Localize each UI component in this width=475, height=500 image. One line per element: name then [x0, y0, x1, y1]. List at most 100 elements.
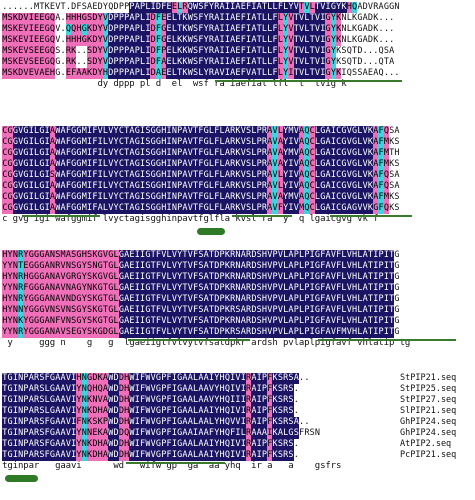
- residue: Y: [81, 294, 88, 305]
- residue: N: [81, 450, 88, 461]
- residue: E: [39, 13, 45, 24]
- residue: G: [12, 181, 19, 192]
- residue: S: [245, 170, 252, 181]
- residue: T: [367, 283, 374, 294]
- residue: V: [277, 305, 284, 316]
- residue: S: [245, 148, 252, 159]
- residue: .: [65, 2, 71, 12]
- residue: C: [2, 137, 8, 148]
- residue: S: [341, 46, 347, 56]
- residue: H: [65, 35, 72, 46]
- consensus-residue: a: [214, 338, 220, 348]
- residue: A: [60, 395, 66, 406]
- sequence-name: AtPIP2.seq: [400, 439, 452, 449]
- residue: H: [123, 395, 130, 406]
- residue: G: [145, 294, 151, 305]
- residue: A: [28, 417, 35, 428]
- residue: V: [161, 261, 167, 272]
- residue: A: [182, 126, 188, 137]
- residue: A: [203, 395, 209, 406]
- residue: P: [378, 316, 384, 327]
- residue: F: [198, 24, 204, 35]
- residue: F: [378, 148, 384, 159]
- residue: G: [150, 203, 156, 214]
- residue: F: [139, 384, 146, 395]
- residue: G: [394, 327, 400, 337]
- residue: A: [60, 406, 66, 417]
- residue: S: [81, 2, 87, 12]
- residue: A: [298, 137, 305, 148]
- residue: A: [325, 203, 331, 214]
- residue: W: [192, 2, 199, 13]
- residue: A: [129, 148, 135, 159]
- residue: Q: [304, 148, 310, 159]
- residue: A: [394, 126, 400, 136]
- residue: D: [367, 13, 374, 23]
- residue: A: [214, 35, 220, 46]
- residue: L: [282, 327, 289, 338]
- residue: A: [182, 170, 188, 181]
- residue: A: [123, 316, 130, 327]
- residue: G: [65, 272, 72, 283]
- residue: L: [277, 68, 284, 79]
- residue: P: [293, 261, 300, 272]
- residue: T: [309, 57, 315, 68]
- residue: A: [55, 428, 61, 439]
- residue: W: [108, 439, 114, 450]
- residue: Y: [203, 24, 209, 35]
- residue: T: [150, 250, 156, 261]
- residue: I: [229, 384, 236, 395]
- residue: V: [346, 148, 353, 159]
- residue: .: [389, 24, 395, 34]
- residue: F: [65, 126, 72, 137]
- residue: .: [299, 373, 305, 383]
- residue: F: [192, 272, 199, 283]
- residue: S: [245, 192, 252, 203]
- residue: I: [171, 428, 178, 439]
- residue: E: [166, 68, 172, 79]
- sequence-name: SlPIP21.seq: [400, 406, 457, 416]
- consensus-residue: t: [378, 338, 384, 348]
- residue: A: [362, 283, 368, 294]
- residue: T: [367, 250, 374, 261]
- consensus-residue: r: [330, 461, 337, 471]
- residue: K: [12, 68, 19, 79]
- residue: T: [102, 305, 109, 316]
- residue: N: [81, 406, 88, 417]
- residue: H: [2, 250, 8, 261]
- residue: P: [261, 395, 268, 406]
- residue: M: [60, 250, 66, 261]
- residue: G: [394, 250, 400, 260]
- residue: I: [44, 126, 50, 137]
- residue: V: [229, 417, 236, 428]
- residue: F: [214, 170, 220, 181]
- residue: G: [325, 46, 331, 57]
- consensus-residue: d: [224, 338, 231, 348]
- residue: I: [44, 170, 50, 181]
- consensus-residue: i: [229, 79, 236, 89]
- residue: Y: [7, 261, 13, 272]
- residue: A: [28, 450, 35, 461]
- residue: F: [192, 327, 199, 338]
- residue: A: [187, 384, 194, 395]
- residue: N: [394, 2, 400, 12]
- residue: Y: [76, 395, 82, 406]
- residue: S: [256, 294, 262, 305]
- residue: S: [86, 13, 93, 24]
- residue: I: [44, 148, 50, 159]
- residue: A: [229, 35, 236, 46]
- residue: V: [314, 57, 321, 68]
- residue: G: [39, 272, 45, 283]
- residue: V: [362, 137, 368, 148]
- residue: A: [60, 170, 66, 181]
- residue: V: [288, 24, 294, 35]
- residue: L: [314, 170, 321, 181]
- residue: A: [187, 428, 194, 439]
- residue: Y: [214, 395, 220, 406]
- consensus-residue: v: [341, 338, 347, 348]
- residue: I: [28, 13, 35, 24]
- residue: G: [320, 181, 326, 192]
- residue: Q: [383, 181, 390, 192]
- residue: D: [113, 428, 119, 439]
- residue: F: [240, 46, 247, 57]
